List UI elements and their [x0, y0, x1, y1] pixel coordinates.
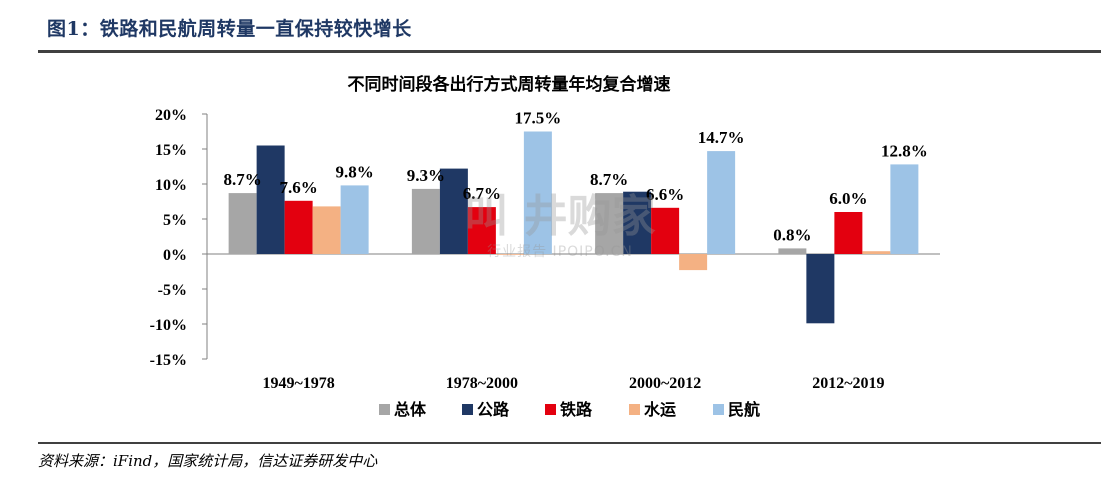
legend-label: 铁路: [560, 400, 593, 419]
bar-民航: [523, 131, 552, 254]
data-label: 6.7%: [463, 184, 501, 203]
y-tick-label: 15%: [155, 142, 187, 159]
chart-title: 不同时间段各出行方式周转量年均复合增速: [348, 74, 671, 94]
bar-总体: [778, 248, 807, 254]
bar-总体: [595, 193, 624, 254]
bar-水运: [862, 251, 891, 254]
legend-label: 水运: [644, 400, 676, 419]
y-tick-label: -10%: [150, 317, 187, 334]
data-label: 0.8%: [773, 225, 811, 244]
legend-swatch-水运: [629, 404, 640, 415]
top-divider: [38, 50, 1101, 53]
x-category-label: 2000~2012: [629, 375, 701, 392]
bar-铁路: [467, 207, 496, 254]
bar-公路: [806, 254, 835, 324]
y-tick-label: 10%: [155, 177, 187, 194]
source-note: 资料来源：iFind，国家统计局，信达证券研发中心: [38, 452, 378, 470]
legend-label: 民航: [728, 400, 760, 419]
figure-title: 图1：铁路和民航周转量一直保持较快增长: [47, 18, 412, 40]
data-label: 7.6%: [280, 178, 318, 197]
bar-民航: [890, 164, 919, 254]
legend-swatch-铁路: [545, 404, 556, 415]
data-label: 6.6%: [646, 185, 684, 204]
bar-公路: [256, 145, 285, 254]
bar-铁路: [834, 212, 863, 254]
bottom-divider: [38, 442, 1101, 444]
x-category-label: 1978~2000: [446, 375, 518, 392]
legend-swatch-民航: [713, 404, 724, 415]
bar-铁路: [651, 207, 680, 254]
legend-label: 公路: [477, 400, 510, 419]
x-category-label: 1949~1978: [262, 375, 334, 392]
data-label: 9.3%: [407, 166, 445, 185]
legend-swatch-公路: [462, 404, 473, 415]
bar-chart: 不同时间段各出行方式周转量年均复合增速 20% 15% 10% 5% 0% -5% -10% -…: [150, 74, 940, 419]
bar-民航: [707, 151, 736, 254]
y-tick-label: 20%: [155, 107, 187, 124]
legend-label: 总体: [394, 400, 427, 419]
data-label: 8.7%: [224, 170, 262, 189]
bar-总体: [228, 193, 257, 254]
y-tick-label: -15%: [150, 352, 187, 369]
data-label: 14.7%: [698, 128, 745, 147]
data-label: 17.5%: [515, 109, 562, 128]
bar-公路: [623, 191, 652, 254]
data-label: 9.8%: [336, 162, 374, 181]
y-tick-label: 5%: [163, 212, 187, 229]
bar-总体: [411, 188, 440, 254]
bar-公路: [439, 168, 468, 254]
bar-铁路: [284, 200, 313, 254]
y-tick-label: -5%: [158, 282, 187, 299]
x-category-label: 2012~2019: [812, 375, 884, 392]
y-tick-label: 0%: [163, 247, 187, 264]
data-label: 8.7%: [590, 170, 628, 189]
legend-swatch-总体: [379, 404, 390, 415]
bar-水运: [495, 254, 524, 255]
bar-民航: [340, 185, 369, 254]
bar-水运: [679, 254, 708, 271]
bar-水运: [312, 206, 341, 254]
data-label: 12.8%: [881, 141, 928, 160]
data-label: 6.0%: [829, 189, 867, 208]
